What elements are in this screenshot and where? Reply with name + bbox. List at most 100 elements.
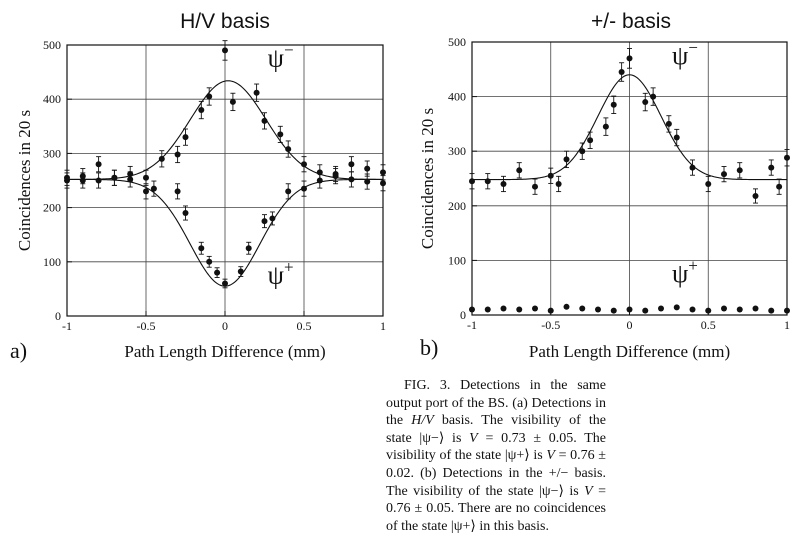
data-point: [626, 55, 633, 62]
x-axis-label: Path Length Difference (mm): [124, 342, 325, 361]
series-label-main: ψ: [268, 260, 284, 289]
data-point: [469, 178, 475, 185]
caption-a-v1: = 0.73 ± 0.05. The visibility of the sta…: [386, 430, 606, 464]
series-label-sup: +: [688, 256, 698, 275]
data-point: [500, 180, 507, 187]
series-label-main: ψ: [268, 44, 284, 73]
y-tick-label: 300: [448, 144, 466, 158]
x-tick-label: 0.5: [297, 319, 312, 333]
data-point: [198, 245, 205, 252]
fit-curve: [472, 74, 787, 181]
data-point: [285, 146, 292, 153]
figure-caption: FIG. 3. Detections in the same output po…: [386, 377, 606, 535]
data-point: [261, 117, 268, 124]
x-tick-label: 0: [222, 319, 228, 333]
data-point: [95, 161, 102, 168]
data-point: [469, 306, 475, 313]
data-point: [532, 183, 538, 190]
data-point: [364, 165, 371, 172]
data-point: [261, 218, 268, 225]
data-point: [348, 176, 355, 183]
data-point: [95, 177, 102, 184]
data-point: [484, 178, 491, 185]
data-point: [348, 161, 355, 168]
series-psi-plus: ψ+: [469, 256, 790, 314]
data-point: [610, 101, 617, 108]
data-point: [222, 47, 228, 54]
data-point: [158, 155, 165, 162]
data-point: [752, 305, 759, 312]
x-axis-label: Path Length Difference (mm): [529, 342, 730, 361]
series-psi-minus: ψ−: [469, 38, 790, 204]
data-point: [516, 167, 523, 174]
panel-label: b): [420, 335, 438, 360]
data-point: [721, 305, 727, 312]
data-point: [174, 151, 181, 158]
data-point: [784, 154, 790, 161]
y-tick-label: 400: [43, 92, 61, 106]
data-point: [182, 210, 189, 217]
x-tick-label: 0: [627, 318, 633, 332]
visibility-symbol: V: [584, 483, 593, 499]
panel-label: a): [10, 338, 27, 363]
data-point: [705, 180, 712, 187]
data-point: [532, 305, 538, 312]
series-psi-plus: ψ+: [64, 168, 386, 289]
data-point: [364, 178, 371, 185]
series-label-main: ψ: [672, 259, 688, 288]
data-point: [316, 169, 323, 176]
data-point: [665, 120, 672, 127]
x-tick-label: -0.5: [137, 319, 156, 333]
y-tick-label: 200: [43, 201, 61, 215]
data-point: [277, 131, 284, 138]
data-point: [563, 156, 570, 163]
data-point: [484, 306, 491, 313]
data-point: [642, 99, 649, 106]
data-point: [380, 169, 386, 176]
data-point: [587, 137, 594, 144]
data-point: [269, 215, 276, 222]
data-point: [174, 188, 181, 195]
y-tick-label: 100: [43, 255, 61, 269]
caption-a-basis: H/V: [411, 413, 434, 429]
series-label-main: ψ: [672, 41, 688, 70]
caption-a-s1: basis. The visibility of the state |ψ−⟩ …: [386, 413, 606, 446]
data-point: [610, 307, 617, 314]
series-label-sup: −: [284, 41, 294, 60]
data-point: [182, 134, 189, 141]
data-point: [642, 307, 649, 314]
series-label: ψ+: [268, 257, 294, 289]
y-tick-label: 200: [448, 199, 466, 213]
series-label: ψ−: [268, 41, 294, 73]
y-tick-label: 300: [43, 146, 61, 160]
caption-a-prefix: (a) Detections in the: [386, 395, 606, 429]
data-point: [206, 258, 213, 265]
visibility-symbol: V: [469, 430, 478, 446]
data-point: [547, 172, 554, 179]
data-point: [198, 107, 205, 114]
x-tick-label: 1: [380, 319, 386, 333]
caption-lead: FIG. 3. Detections in the same output po…: [386, 378, 606, 411]
data-point: [721, 171, 727, 178]
caption-b-s1: (b) Detections in the +/− basis. The vis…: [386, 465, 606, 499]
fit-curve: [67, 80, 383, 180]
data-point: [736, 306, 743, 313]
data-point: [111, 174, 118, 181]
data-point: [301, 161, 307, 168]
series-label: ψ−: [672, 38, 698, 70]
data-point: [768, 164, 775, 171]
data-point: [618, 69, 625, 76]
chart-title: +/- basis: [591, 10, 671, 33]
y-tick-label: 0: [460, 308, 466, 322]
data-point: [127, 176, 134, 183]
panel-b: -1 -0.5 0 0.5 1 0 100 200 300 400 500 +/- basis Path…: [418, 10, 790, 361]
data-point: [626, 306, 633, 313]
data-point: [736, 167, 743, 174]
y-tick-label: 500: [448, 35, 466, 49]
data-point: [79, 173, 86, 180]
data-point: [579, 148, 586, 155]
x-tick-label: -0.5: [541, 318, 560, 332]
data-point: [285, 188, 292, 195]
series-label: ψ+: [672, 256, 698, 288]
